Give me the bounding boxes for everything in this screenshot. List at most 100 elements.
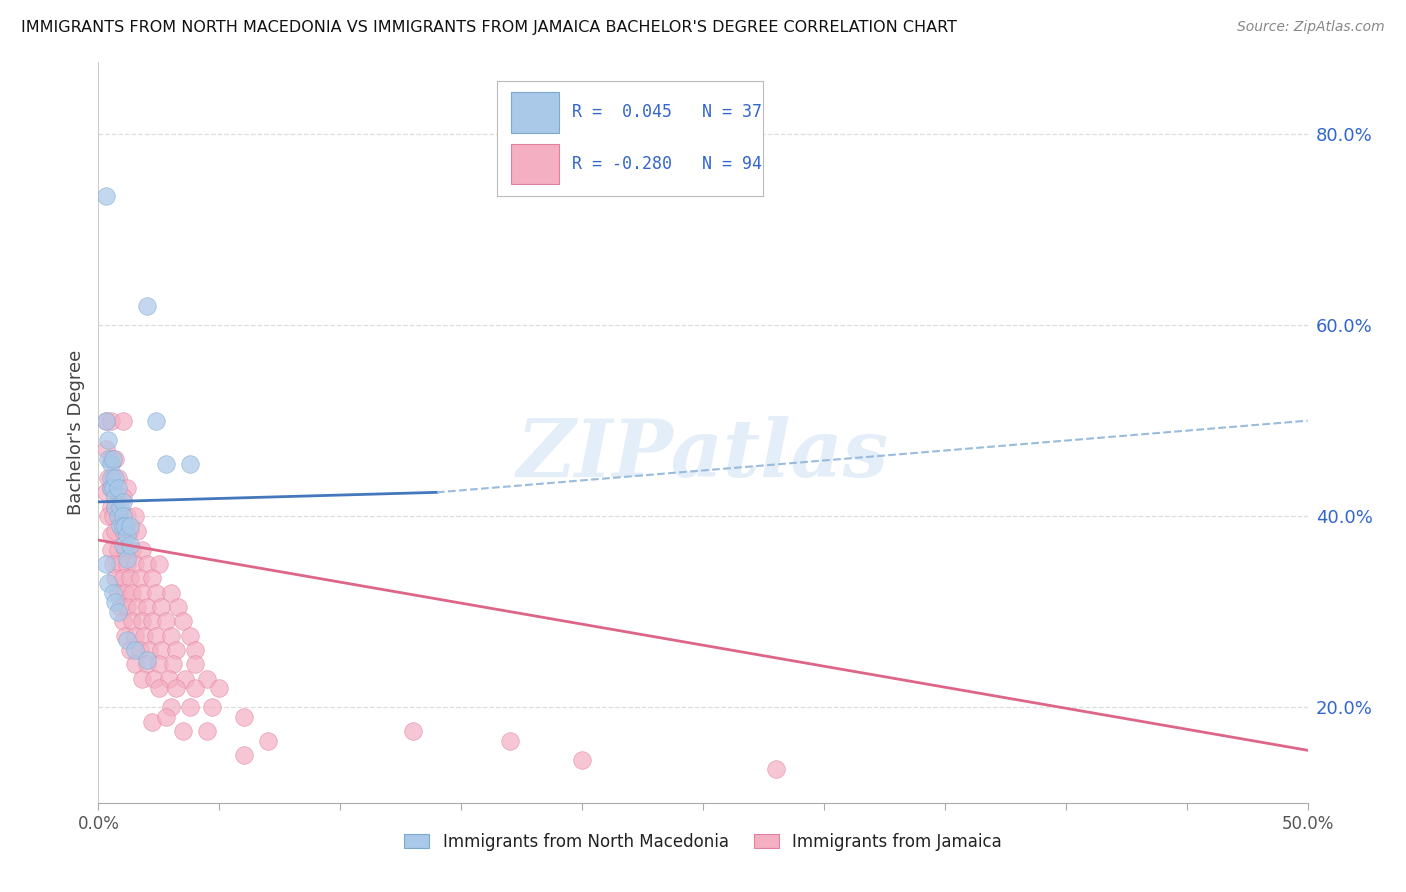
Point xyxy=(174,672,197,686)
Point xyxy=(402,724,425,739)
Point xyxy=(111,538,134,552)
Point xyxy=(127,524,149,538)
Point xyxy=(232,747,254,762)
Point xyxy=(134,629,156,643)
Point xyxy=(107,471,129,485)
Point xyxy=(97,433,120,447)
Point xyxy=(135,599,157,614)
Point xyxy=(101,451,124,466)
Legend: Immigrants from North Macedonia, Immigrants from Jamaica: Immigrants from North Macedonia, Immigra… xyxy=(398,826,1008,857)
Point xyxy=(155,615,177,629)
Point xyxy=(118,524,141,538)
Point xyxy=(160,585,183,599)
Point xyxy=(160,700,183,714)
Point xyxy=(167,599,190,614)
Point xyxy=(117,481,139,495)
Point xyxy=(94,485,117,500)
Point xyxy=(107,509,129,524)
Point xyxy=(101,481,124,495)
Point xyxy=(100,500,122,514)
Point xyxy=(121,542,143,557)
Point xyxy=(108,557,131,571)
Point xyxy=(148,657,170,672)
Point xyxy=(124,557,146,571)
Point xyxy=(141,571,163,585)
Point xyxy=(179,629,201,643)
Point xyxy=(114,585,136,599)
Point xyxy=(107,585,129,599)
Point xyxy=(121,585,143,599)
Point xyxy=(195,724,218,739)
Point xyxy=(117,633,139,648)
Point xyxy=(104,524,127,538)
Point xyxy=(160,629,183,643)
Point xyxy=(117,552,139,566)
Point xyxy=(111,414,134,428)
Point xyxy=(118,643,141,657)
Point xyxy=(127,599,149,614)
Point xyxy=(138,643,160,657)
Point xyxy=(135,652,157,666)
Point xyxy=(100,481,122,495)
Point xyxy=(104,500,127,514)
Point xyxy=(104,490,127,504)
Point xyxy=(141,714,163,729)
Point xyxy=(165,643,187,657)
Point xyxy=(256,733,278,747)
Point xyxy=(114,542,136,557)
Point xyxy=(104,571,127,585)
Text: IMMIGRANTS FROM NORTH MACEDONIA VS IMMIGRANTS FROM JAMAICA BACHELOR'S DEGREE COR: IMMIGRANTS FROM NORTH MACEDONIA VS IMMIG… xyxy=(21,20,957,35)
Point xyxy=(157,672,180,686)
Point xyxy=(148,681,170,695)
Point xyxy=(184,657,207,672)
Point xyxy=(111,524,134,538)
Point xyxy=(117,599,139,614)
Point xyxy=(117,557,139,571)
Point xyxy=(94,189,117,203)
Point xyxy=(165,681,187,695)
Point xyxy=(111,615,134,629)
Point xyxy=(155,457,177,471)
Point xyxy=(114,518,136,533)
Point xyxy=(94,414,117,428)
Point xyxy=(104,471,127,485)
Point xyxy=(232,710,254,724)
Point xyxy=(111,571,134,585)
Point xyxy=(111,490,134,504)
Point xyxy=(114,629,136,643)
Point xyxy=(117,528,139,542)
Point xyxy=(571,753,593,767)
Point xyxy=(184,681,207,695)
Point xyxy=(108,509,131,524)
Point xyxy=(104,595,127,609)
Point xyxy=(172,724,194,739)
Point xyxy=(201,700,224,714)
Point xyxy=(101,471,124,485)
Point xyxy=(128,643,150,657)
Point xyxy=(131,672,153,686)
Point xyxy=(94,442,117,457)
Point xyxy=(111,495,134,509)
Point xyxy=(128,571,150,585)
Point xyxy=(498,733,520,747)
Point xyxy=(111,518,134,533)
Point xyxy=(150,643,173,657)
Point xyxy=(100,451,122,466)
Point xyxy=(118,571,141,585)
Point xyxy=(172,615,194,629)
Point xyxy=(184,643,207,657)
Point xyxy=(145,629,167,643)
Point xyxy=(111,509,134,524)
Point xyxy=(765,763,787,777)
Point xyxy=(131,542,153,557)
Point xyxy=(108,599,131,614)
Point xyxy=(101,585,124,599)
Point xyxy=(155,710,177,724)
Point xyxy=(118,538,141,552)
Point xyxy=(131,585,153,599)
Point xyxy=(97,576,120,591)
Point xyxy=(141,615,163,629)
Point xyxy=(100,457,122,471)
Point xyxy=(179,457,201,471)
Point xyxy=(143,672,166,686)
